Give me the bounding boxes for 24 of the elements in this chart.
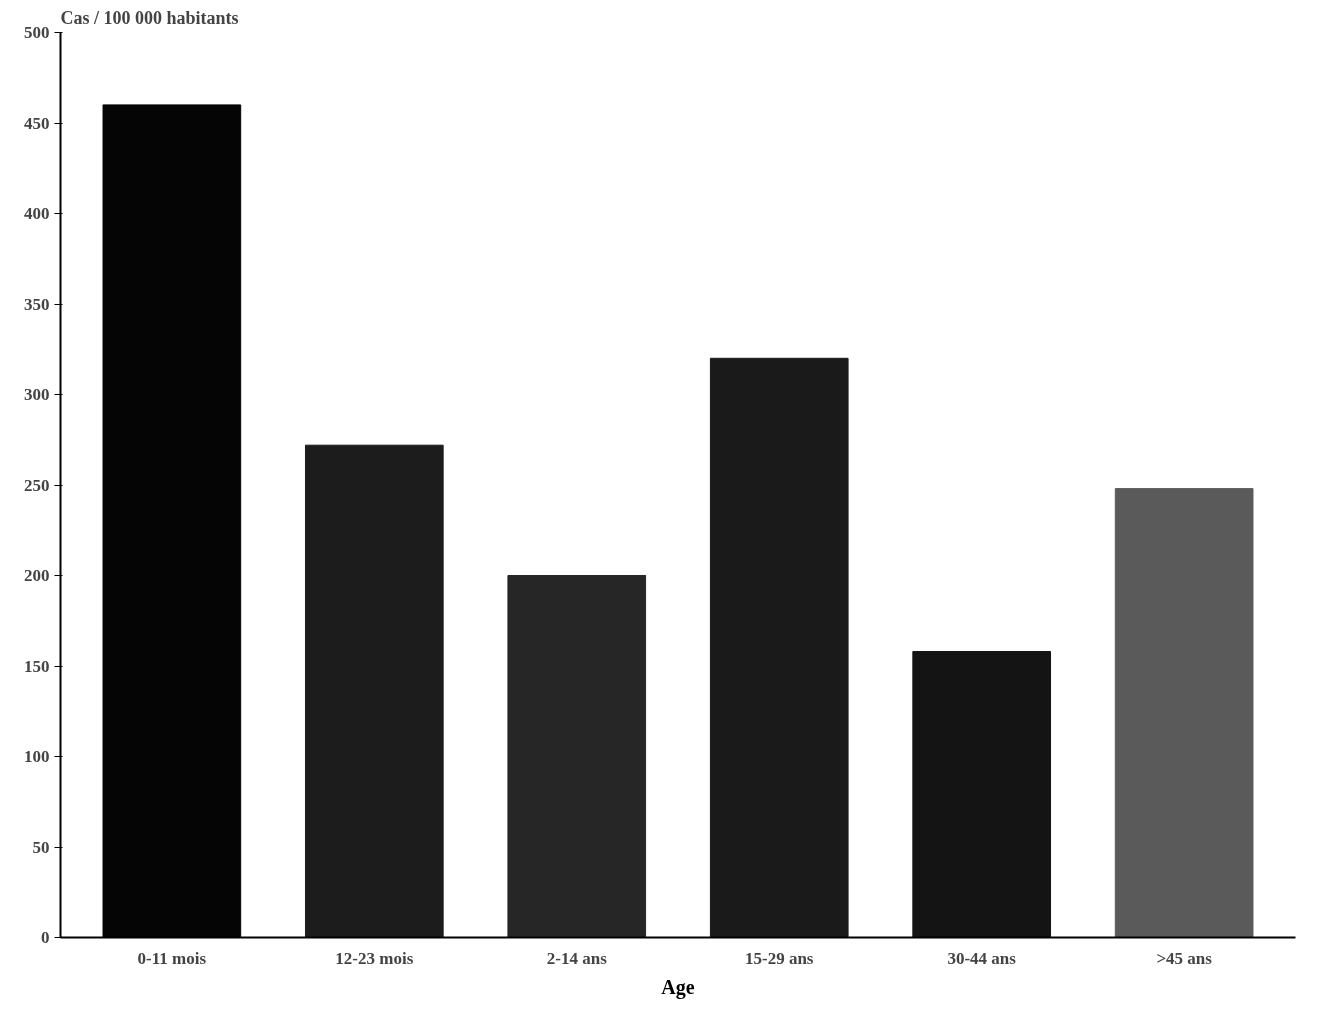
y-tick-label: 300 [24, 385, 50, 404]
y-axis-title: Cas / 100 000 habitants [60, 7, 239, 28]
x-axis-title: Age [661, 975, 695, 999]
y-tick-label: 0 [41, 928, 50, 947]
x-tick-label: 2-14 ans [546, 948, 608, 968]
bar [1114, 488, 1254, 938]
bar [304, 444, 444, 938]
y-tick-label: 450 [24, 113, 50, 133]
y-tick-label: 150 [24, 656, 50, 676]
y-tick-label: 200 [24, 566, 50, 585]
y-tick-label: 500 [24, 23, 50, 42]
x-tick-label: 0-11 mois [137, 948, 207, 968]
x-tick-label: 15-29 ans [744, 948, 814, 968]
bar [912, 651, 1052, 938]
y-tick-label: 350 [24, 294, 50, 314]
bar [507, 575, 647, 938]
bar [709, 357, 849, 938]
y-tick-label: 400 [24, 204, 50, 223]
y-tick-label: 100 [24, 747, 50, 766]
x-tick-label: >45 ans [1156, 948, 1213, 968]
x-tick-label: 30-44 ans [947, 948, 1017, 968]
y-tick-label: 50 [32, 837, 50, 857]
y-tick-label: 250 [24, 475, 50, 495]
x-tick-label: 12-23 mois [335, 948, 414, 968]
